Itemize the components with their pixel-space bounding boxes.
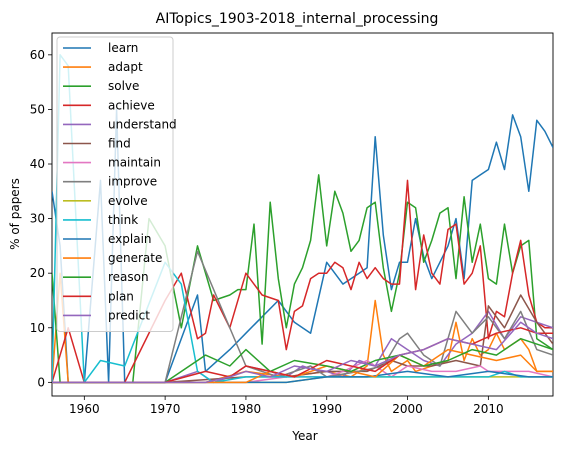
legend-label-learn: learn xyxy=(108,41,138,55)
series-line-predict xyxy=(52,321,553,384)
y-tick-label: 20 xyxy=(30,266,45,280)
x-tick-label: 2010 xyxy=(473,402,504,416)
series-line-achieve xyxy=(52,179,553,384)
legend-label-reason: reason xyxy=(108,270,149,284)
series-line-solve xyxy=(52,174,553,384)
x-tick-label: 1970 xyxy=(150,402,181,416)
y-tick-label: 30 xyxy=(30,212,45,226)
y-tick-label: 0 xyxy=(37,375,45,389)
x-tick-label: 1960 xyxy=(69,402,100,416)
legend: learn adapt solve achieve understand find main… xyxy=(56,36,177,332)
legend-label-predict: predict xyxy=(108,308,150,322)
axes-layer: 1960 1970 1980 1990 2000 2010 0 10 20 30 40 50 60 xyxy=(30,32,554,416)
y-tick-label: 10 xyxy=(30,321,45,335)
x-tick-label: 1980 xyxy=(231,402,262,416)
x-tick-label: 2000 xyxy=(392,402,423,416)
series-line-improve xyxy=(52,250,553,384)
legend-label-think: think xyxy=(108,213,138,227)
legend-label-adapt: adapt xyxy=(108,60,143,74)
legend-label-plan: plan xyxy=(108,289,134,303)
legend-label-solve: solve xyxy=(108,79,139,93)
legend-label-generate: generate xyxy=(108,251,162,265)
x-axis-label: Year xyxy=(291,429,317,443)
legend-label-maintain: maintain xyxy=(108,156,161,170)
y-tick-label: 60 xyxy=(30,48,45,62)
series-lines-layer xyxy=(52,54,553,384)
x-tick-label: 1990 xyxy=(311,402,342,416)
plot-frame xyxy=(51,32,554,397)
legend-label-explain: explain xyxy=(108,232,152,246)
legend-label-achieve: achieve xyxy=(108,98,155,112)
legend-label-improve: improve xyxy=(108,175,157,189)
series-line-reason xyxy=(52,337,553,384)
legend-label-find: find xyxy=(108,137,131,151)
chart-title: AITopics_1903-2018_internal_processing xyxy=(156,11,439,27)
y-tick-label: 40 xyxy=(30,157,45,171)
series-line-plan xyxy=(52,327,553,384)
legend-label-evolve: evolve xyxy=(108,194,148,208)
y-axis-label: % of papers xyxy=(8,178,22,250)
legend-label-understand: understand xyxy=(108,117,177,131)
y-tick-label: 50 xyxy=(30,102,45,116)
